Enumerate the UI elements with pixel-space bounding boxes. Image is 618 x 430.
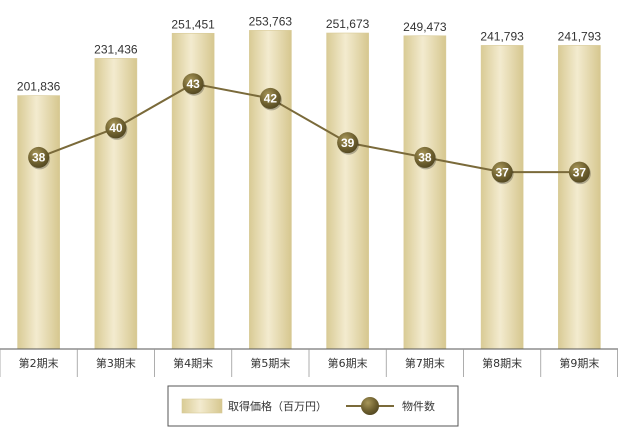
count-value-label: 37 <box>495 165 509 179</box>
legend: 取得価格（百万円） 物件数 <box>167 385 459 427</box>
bar-value-label: 241,793 <box>480 29 524 43</box>
count-marker-7 <box>491 161 513 183</box>
bar-2 <box>94 58 138 350</box>
x-tick-label: 第4期末 <box>173 356 213 370</box>
x-tick-label: 第8期末 <box>482 356 522 370</box>
legend-bar-label: 取得価格（百万円） <box>228 399 327 413</box>
x-tick-label: 第2期末 <box>19 356 59 370</box>
x-tick-label: 第6期末 <box>328 356 368 370</box>
count-marker-5 <box>337 132 359 154</box>
bar-7 <box>480 45 524 350</box>
bars-layer: 201,836 231,436 251,451 253,763 251,673 249,4… <box>17 14 602 350</box>
x-tick-label: 第5期末 <box>250 356 290 370</box>
bar-value-label: 241,793 <box>558 29 602 43</box>
legend-line-label: 物件数 <box>402 399 435 413</box>
count-marker-6 <box>414 146 436 168</box>
bar-1 <box>17 95 60 350</box>
count-value-label: 38 <box>418 151 432 165</box>
bar-value-label: 251,451 <box>171 17 215 31</box>
bar-value-label: 253,763 <box>249 14 293 28</box>
line-layer: 38 40 43 42 39 38 37 37 <box>28 73 591 185</box>
count-value-label: 37 <box>573 165 587 179</box>
bar-8 <box>558 45 601 350</box>
bar-value-label: 249,473 <box>403 20 447 34</box>
count-value-label: 39 <box>341 136 355 150</box>
bar-4 <box>249 30 292 350</box>
count-value-label: 40 <box>109 121 123 135</box>
count-marker-3 <box>182 73 204 95</box>
x-tick-label: 第9期末 <box>559 356 599 370</box>
bar-value-label: 251,673 <box>326 17 370 31</box>
count-marker-1 <box>28 146 50 168</box>
legend-bar-swatch <box>181 398 223 414</box>
count-marker-2 <box>105 117 127 139</box>
count-value-label: 43 <box>186 77 200 91</box>
count-marker-8 <box>568 161 590 183</box>
bar-6 <box>403 35 447 350</box>
bar-value-label: 231,436 <box>94 42 138 56</box>
x-axis: 第2期末 第3期末 第4期末 第5期末 第6期末 第7期末 第8期末 第9期末 <box>0 348 618 377</box>
count-series-line <box>38 82 580 174</box>
count-marker-4 <box>259 87 281 109</box>
count-value-label: 42 <box>264 92 278 106</box>
bar-value-label: 201,836 <box>17 80 61 94</box>
count-value-label: 38 <box>32 151 46 165</box>
x-tick-label: 第7期末 <box>405 356 445 370</box>
x-tick-label: 第3期末 <box>96 356 136 370</box>
bar-5 <box>326 32 369 350</box>
legend-marker-swatch <box>361 397 379 415</box>
